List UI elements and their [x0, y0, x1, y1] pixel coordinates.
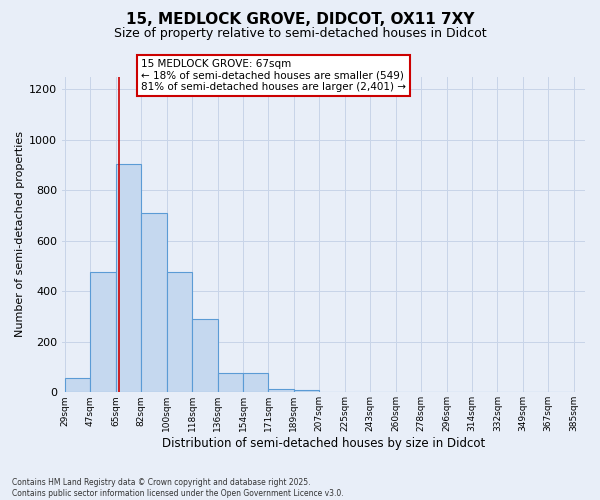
Text: 15, MEDLOCK GROVE, DIDCOT, OX11 7XY: 15, MEDLOCK GROVE, DIDCOT, OX11 7XY — [126, 12, 474, 28]
X-axis label: Distribution of semi-detached houses by size in Didcot: Distribution of semi-detached houses by … — [162, 437, 485, 450]
Text: Contains HM Land Registry data © Crown copyright and database right 2025.
Contai: Contains HM Land Registry data © Crown c… — [12, 478, 344, 498]
Text: 15 MEDLOCK GROVE: 67sqm
← 18% of semi-detached houses are smaller (549)
81% of s: 15 MEDLOCK GROVE: 67sqm ← 18% of semi-de… — [141, 59, 406, 92]
Bar — [65, 378, 91, 392]
Bar — [141, 213, 167, 392]
Bar — [243, 374, 268, 392]
Bar — [268, 388, 294, 392]
Bar — [91, 272, 116, 392]
Bar — [167, 272, 192, 392]
Y-axis label: Number of semi-detached properties: Number of semi-detached properties — [15, 132, 25, 338]
Bar — [192, 319, 218, 392]
Bar — [294, 390, 319, 392]
Text: Size of property relative to semi-detached houses in Didcot: Size of property relative to semi-detach… — [113, 28, 487, 40]
Bar — [218, 374, 243, 392]
Bar — [116, 164, 141, 392]
